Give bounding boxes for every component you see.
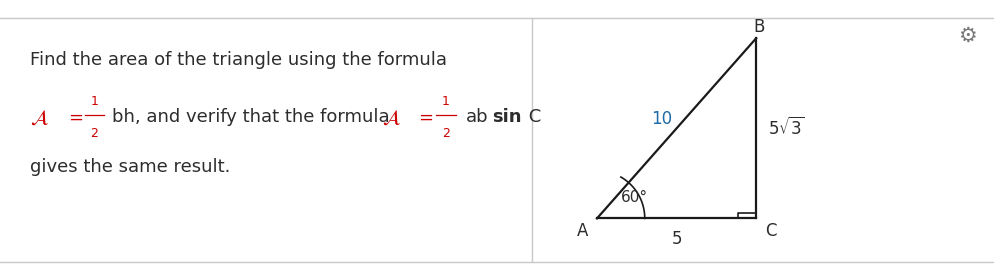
- Text: bh, and verify that the formula: bh, and verify that the formula: [112, 108, 390, 126]
- Text: 2: 2: [90, 127, 98, 140]
- Text: =: =: [417, 108, 432, 126]
- Text: =: =: [68, 108, 83, 126]
- Text: $5\sqrt{3}$: $5\sqrt{3}$: [767, 117, 804, 139]
- Text: 1: 1: [441, 94, 449, 108]
- Text: 60°: 60°: [620, 190, 648, 204]
- Text: B: B: [752, 18, 764, 36]
- Text: ⚙: ⚙: [957, 25, 975, 46]
- Text: C: C: [523, 108, 541, 126]
- Text: A: A: [576, 222, 587, 240]
- Text: 2: 2: [441, 127, 449, 140]
- Text: sin: sin: [492, 108, 522, 126]
- Text: C: C: [764, 222, 776, 240]
- Text: $\mathcal{A}$: $\mathcal{A}$: [382, 107, 401, 127]
- Text: $\mathcal{A}$: $\mathcal{A}$: [30, 107, 49, 127]
- Text: ab: ab: [465, 108, 488, 126]
- Text: 5: 5: [671, 230, 681, 248]
- Text: gives the same result.: gives the same result.: [30, 158, 230, 176]
- Text: 10: 10: [650, 110, 672, 128]
- Text: 1: 1: [90, 94, 98, 108]
- Text: Find the area of the triangle using the formula: Find the area of the triangle using the …: [30, 51, 446, 69]
